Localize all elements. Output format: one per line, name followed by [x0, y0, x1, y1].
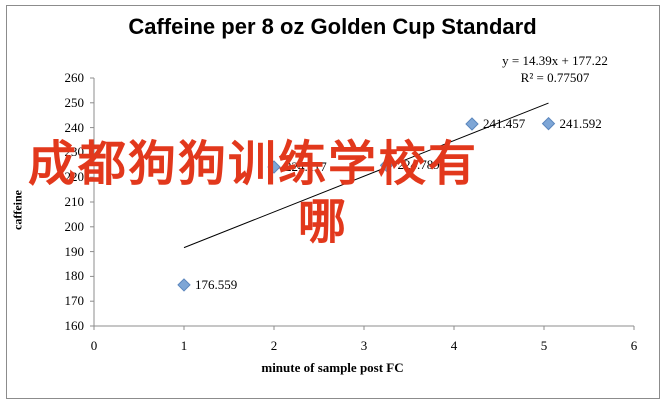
y-tick-label: 180: [64, 268, 85, 284]
x-tick-label: 3: [360, 338, 368, 353]
y-tick-label: 250: [64, 94, 85, 110]
r-squared-text: R² = 0.77507: [520, 70, 590, 85]
x-tick-label: 5: [540, 338, 548, 353]
y-tick-label: 230: [64, 144, 85, 160]
equation-text: y = 14.39x + 177.22: [502, 53, 608, 68]
x-tick-label: 2: [270, 338, 278, 353]
y-tick-label: 190: [64, 243, 85, 259]
y-tick-label: 200: [64, 218, 85, 234]
x-tick-label: 4: [450, 338, 458, 353]
data-point-label: 224.117: [285, 158, 327, 174]
trendline-equation: y = 14.39x + 177.22 R² = 0.77507: [470, 52, 640, 86]
data-point-marker: [541, 116, 556, 131]
data-point-label: 241.457: [483, 115, 526, 131]
x-tick-label: 6: [630, 338, 638, 353]
data-point-label: 176.559: [195, 276, 238, 292]
chart-frame: [6, 5, 660, 399]
data-point-label: 241.592: [559, 115, 602, 131]
overlay-watermark-text: 成都狗狗训练学校有 哪: [28, 135, 665, 251]
overlay-line-1: 成都狗狗训练学校有: [28, 136, 479, 192]
trendline: [183, 102, 549, 249]
y-axis-label: caffeine: [10, 190, 25, 230]
y-tick-label: 160: [64, 318, 85, 333]
overlay-line-2: 哪: [298, 194, 349, 250]
data-point-marker: [465, 117, 479, 131]
x-axis-label: minute of sample post FC: [261, 360, 404, 375]
x-tick-label: 0: [90, 338, 98, 353]
y-tick-label: 240: [64, 119, 85, 135]
chart-title: Caffeine per 8 oz Golden Cup Standard: [128, 14, 537, 39]
y-tick-label: 220: [64, 169, 85, 185]
data-point-marker: [267, 160, 281, 174]
y-tick-label: 170: [64, 293, 85, 309]
data-point-marker: [379, 158, 394, 173]
x-tick-label: 1: [180, 338, 188, 353]
y-tick-label: 210: [64, 194, 85, 209]
data-point-label: 224.789: [397, 157, 440, 173]
y-tick-label: 260: [64, 70, 85, 85]
data-point-marker: [177, 278, 191, 292]
